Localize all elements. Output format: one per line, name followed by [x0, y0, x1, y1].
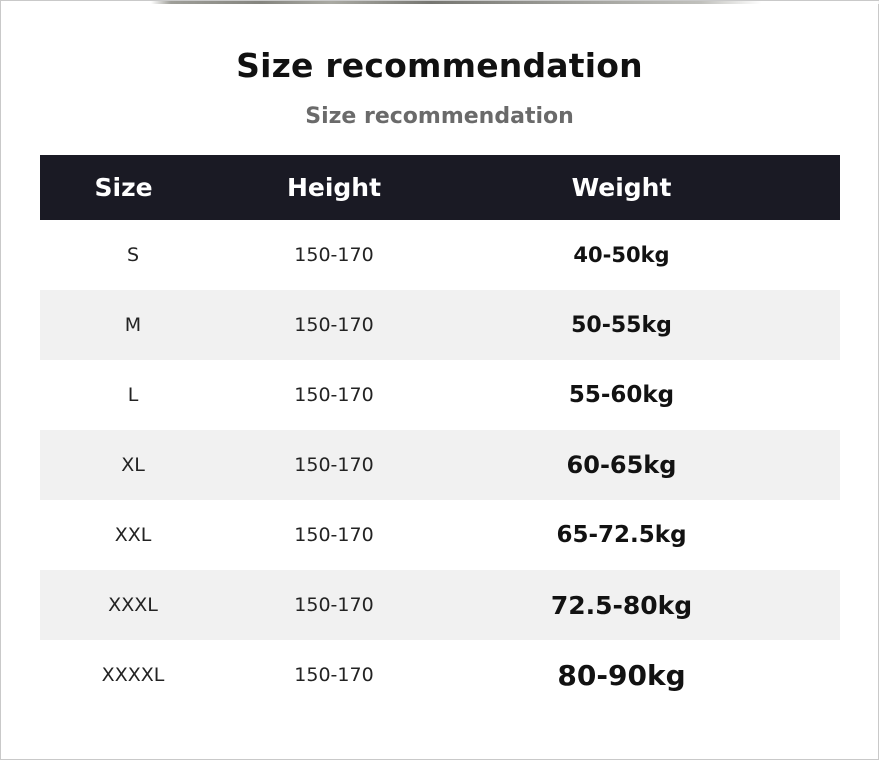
cell-height: 150-170: [294, 594, 374, 616]
table-row: XXXXL 150-170 80-90kg: [39, 640, 840, 710]
cell-size: S: [126, 244, 140, 266]
cell-height: 150-170: [294, 664, 374, 686]
cell-size: XXXXL: [101, 664, 165, 686]
size-table: Size Height Weight S 150-170 40-50kg M 1…: [39, 155, 840, 710]
cell-height: 150-170: [294, 244, 374, 266]
cell-weight: 40-50kg: [573, 243, 670, 267]
cell-height: 150-170: [294, 314, 374, 336]
cell-weight: 72.5-80kg: [550, 590, 693, 620]
cell-size: L: [127, 384, 139, 406]
column-header-size: Size: [94, 173, 153, 202]
cell-height: 150-170: [294, 454, 374, 476]
table-row: XL 150-170 60-65kg: [39, 430, 840, 500]
top-edge-strip: [1, 1, 879, 4]
cell-size: XXXL: [108, 594, 158, 616]
table-row: S 150-170 40-50kg: [39, 220, 840, 290]
page-content: Size recommendation Size recommendation …: [1, 4, 878, 759]
cell-weight: 55-60kg: [568, 382, 675, 408]
cell-height: 150-170: [294, 524, 374, 546]
column-header-weight: Weight: [571, 173, 672, 202]
column-header-height: Height: [286, 173, 382, 202]
cell-weight: 80-90kg: [557, 658, 686, 692]
size-table-head: Size Height Weight: [39, 155, 840, 220]
cell-weight: 50-55kg: [571, 312, 672, 338]
page-subtitle: Size recommendation: [305, 104, 574, 129]
cell-size: XXL: [114, 524, 152, 546]
table-row: XXXL 150-170 72.5-80kg: [39, 570, 840, 640]
cell-size: M: [124, 314, 142, 336]
size-table-header-row: Size Height Weight: [39, 155, 840, 220]
cell-size: XL: [121, 454, 145, 476]
cell-weight: 65-72.5kg: [556, 522, 687, 548]
table-row: L 150-170 55-60kg: [39, 360, 840, 430]
table-row: M 150-170 50-55kg: [39, 290, 840, 360]
cell-weight: 60-65kg: [566, 451, 677, 479]
page-title: Size recommendation: [236, 46, 643, 85]
size-table-body: S 150-170 40-50kg M 150-170 50-55kg L 15…: [39, 220, 840, 710]
table-row: XXL 150-170 65-72.5kg: [39, 500, 840, 570]
size-table-wrapper: Size Height Weight S 150-170 40-50kg M 1…: [39, 155, 840, 710]
cell-height: 150-170: [294, 384, 374, 406]
